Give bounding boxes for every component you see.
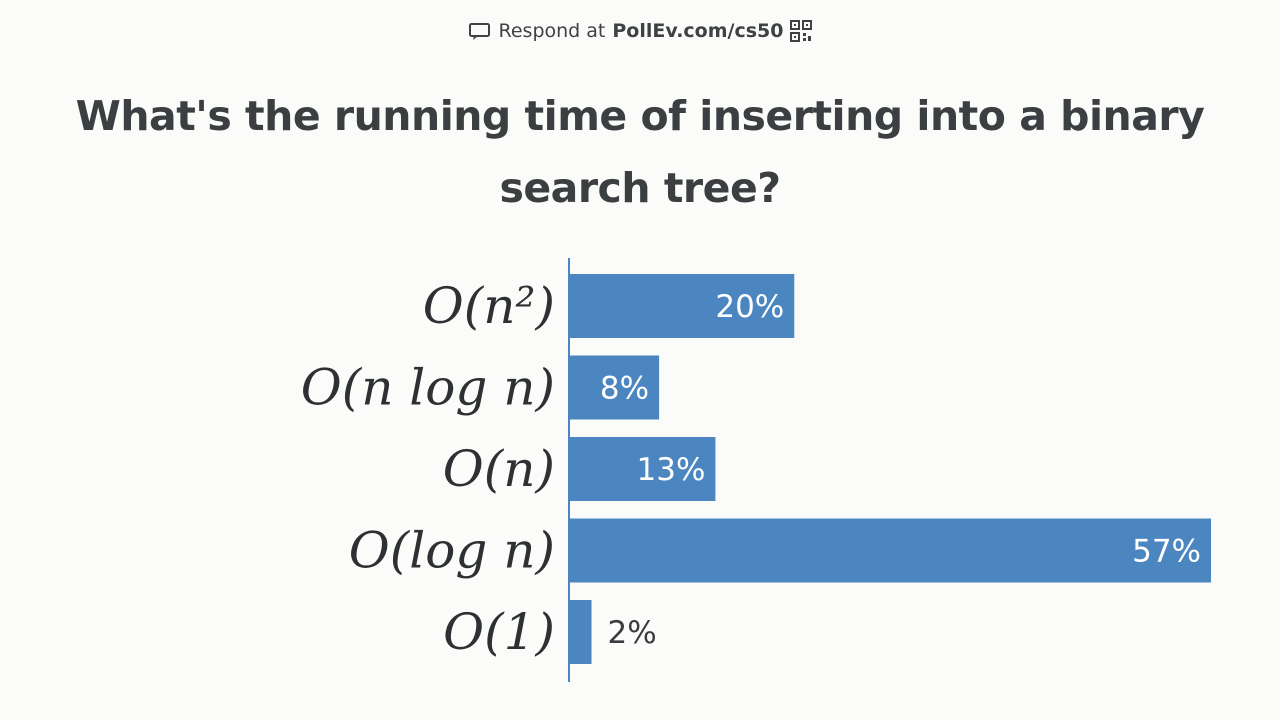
chat-bubble-icon bbox=[468, 21, 492, 41]
value-label: 57% bbox=[1132, 534, 1201, 570]
bar bbox=[569, 274, 795, 338]
value-label: 2% bbox=[608, 615, 657, 651]
question-title: What's the running time of inserting int… bbox=[75, 92, 1205, 212]
value-label: 8% bbox=[600, 371, 649, 407]
qr-code-icon bbox=[790, 20, 813, 42]
value-label: 20% bbox=[715, 289, 784, 325]
bar bbox=[569, 355, 660, 420]
category-label: O(n) bbox=[443, 440, 555, 498]
respond-prefix: Respond at bbox=[498, 20, 606, 42]
respond-banner: Respond at PollEv.com/cs50 bbox=[0, 14, 1280, 48]
category-label: O(log n) bbox=[349, 522, 555, 580]
category-label: O(n²) bbox=[423, 277, 555, 335]
value-label: 13% bbox=[637, 452, 706, 488]
category-label: O(1) bbox=[443, 603, 555, 661]
bar bbox=[569, 437, 716, 501]
bar bbox=[569, 518, 1211, 583]
bar bbox=[569, 600, 592, 664]
respond-url[interactable]: PollEv.com/cs50 bbox=[612, 20, 784, 42]
category-label: O(n log n) bbox=[301, 359, 555, 417]
